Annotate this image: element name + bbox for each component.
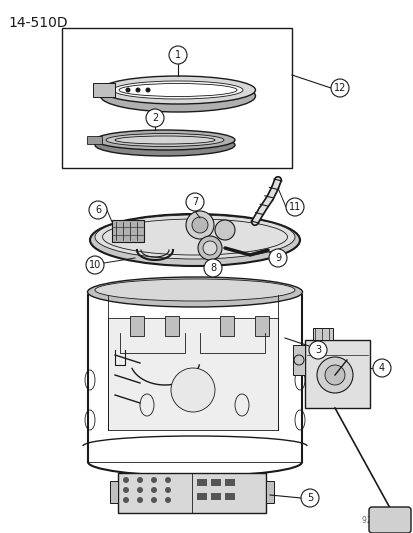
Circle shape: [192, 217, 207, 233]
Text: 10: 10: [89, 260, 101, 270]
Circle shape: [151, 497, 157, 503]
Circle shape: [123, 487, 129, 493]
Ellipse shape: [87, 277, 302, 307]
Circle shape: [125, 87, 130, 93]
Circle shape: [123, 497, 129, 503]
Circle shape: [165, 487, 171, 493]
Bar: [312, 328, 332, 340]
Ellipse shape: [95, 134, 235, 156]
Circle shape: [372, 359, 390, 377]
Text: 7: 7: [191, 197, 198, 207]
Circle shape: [135, 87, 140, 93]
Bar: [197, 479, 206, 486]
Bar: [211, 493, 221, 500]
Circle shape: [137, 497, 142, 503]
Text: 2: 2: [152, 113, 158, 123]
Circle shape: [145, 87, 150, 93]
Ellipse shape: [100, 80, 255, 112]
Circle shape: [137, 477, 142, 483]
Circle shape: [308, 341, 326, 359]
Bar: [211, 479, 221, 486]
Bar: [219, 316, 233, 336]
Bar: [93, 83, 115, 97]
Circle shape: [185, 193, 204, 211]
Text: 92V14  510: 92V14 510: [361, 516, 405, 525]
Bar: [112, 220, 144, 242]
Ellipse shape: [119, 84, 236, 96]
Circle shape: [316, 357, 352, 393]
Bar: [118, 473, 266, 513]
Bar: [292, 345, 304, 375]
Text: 5: 5: [306, 493, 312, 503]
Ellipse shape: [95, 279, 294, 301]
Ellipse shape: [106, 133, 223, 147]
Circle shape: [86, 256, 104, 274]
Circle shape: [123, 477, 129, 483]
Text: 9: 9: [274, 253, 280, 263]
Circle shape: [197, 236, 221, 260]
Ellipse shape: [100, 76, 255, 104]
Text: 3: 3: [314, 345, 320, 355]
Circle shape: [171, 368, 214, 412]
Text: 4: 4: [378, 363, 384, 373]
Bar: [254, 316, 268, 336]
Circle shape: [165, 477, 171, 483]
Bar: [304, 340, 369, 408]
Circle shape: [89, 201, 107, 219]
Circle shape: [300, 489, 318, 507]
Ellipse shape: [113, 81, 242, 99]
FancyBboxPatch shape: [368, 507, 410, 533]
Circle shape: [137, 487, 142, 493]
Circle shape: [330, 79, 348, 97]
Ellipse shape: [115, 136, 214, 144]
Bar: [197, 493, 206, 500]
Ellipse shape: [90, 214, 299, 266]
Bar: [130, 316, 144, 336]
Circle shape: [146, 109, 164, 127]
Circle shape: [151, 477, 157, 483]
Bar: [110, 481, 118, 503]
Circle shape: [285, 198, 303, 216]
Circle shape: [324, 365, 344, 385]
Circle shape: [165, 497, 171, 503]
Text: 14-510D: 14-510D: [8, 16, 67, 30]
Circle shape: [169, 46, 187, 64]
Bar: [87, 136, 102, 144]
Circle shape: [185, 211, 214, 239]
Circle shape: [214, 220, 235, 240]
Circle shape: [202, 241, 216, 255]
Bar: [224, 493, 235, 500]
Circle shape: [268, 249, 286, 267]
Text: 1: 1: [175, 50, 180, 60]
Ellipse shape: [95, 215, 294, 259]
Bar: [224, 479, 235, 486]
Circle shape: [204, 259, 221, 277]
Text: 12: 12: [333, 83, 345, 93]
Ellipse shape: [95, 130, 235, 150]
Text: 8: 8: [209, 263, 216, 273]
Bar: [108, 318, 277, 430]
Bar: [266, 481, 273, 503]
Text: 6: 6: [95, 205, 101, 215]
Bar: [165, 316, 178, 336]
Text: 11: 11: [288, 202, 300, 212]
Circle shape: [151, 487, 157, 493]
Bar: [62, 28, 291, 168]
